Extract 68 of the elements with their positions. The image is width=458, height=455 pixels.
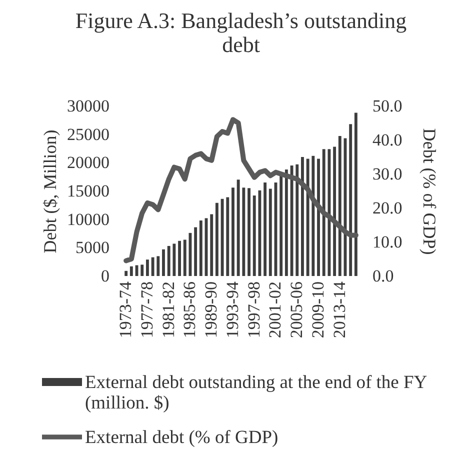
x-tick-label: 1981-82 bbox=[158, 282, 178, 338]
bar bbox=[322, 149, 326, 276]
bar bbox=[242, 188, 246, 276]
x-tick-label: 2009-10 bbox=[308, 282, 328, 338]
bar bbox=[252, 196, 256, 276]
y2-tick-label: 0.0 bbox=[372, 266, 394, 286]
x-tick-label: 2013-14 bbox=[330, 281, 349, 338]
bar bbox=[188, 232, 192, 276]
bar bbox=[349, 124, 352, 276]
bar bbox=[124, 270, 128, 276]
bar bbox=[317, 158, 320, 276]
x-tick-label: 2005-06 bbox=[287, 282, 306, 338]
y-tick-label: 5000 bbox=[76, 238, 110, 258]
y2-tick-label: 20.0 bbox=[372, 198, 402, 218]
y-tick-label: 15000 bbox=[67, 182, 110, 200]
x-tick-label: 1997-98 bbox=[244, 282, 264, 338]
bar bbox=[232, 188, 234, 276]
bar bbox=[290, 166, 294, 276]
bar bbox=[328, 149, 331, 276]
bar bbox=[162, 249, 165, 276]
y-tick-label: 20000 bbox=[67, 153, 110, 172]
bar bbox=[151, 257, 154, 276]
y-tick-label: 10000 bbox=[67, 210, 110, 229]
bar bbox=[306, 158, 310, 276]
x-tick-label: 1977-78 bbox=[137, 282, 156, 338]
x-tick-label: 1989-90 bbox=[202, 282, 221, 338]
bar bbox=[194, 227, 198, 276]
bar bbox=[156, 256, 160, 276]
bar bbox=[284, 169, 288, 276]
chart-title: Figure A.3: Bangladesh’s outstanding debt bbox=[75, 8, 407, 57]
bar bbox=[167, 246, 170, 276]
legend-label: External debt outstanding at the end of the FY (million. $) bbox=[85, 373, 428, 414]
bar bbox=[220, 198, 224, 276]
y2-tick-label: 10.0 bbox=[372, 232, 402, 252]
bar bbox=[226, 197, 230, 276]
bar bbox=[146, 260, 149, 276]
y-axis-title: Debt ($, Million) bbox=[40, 130, 60, 254]
bar bbox=[183, 240, 186, 276]
y2-axis-title: Debt (% of GDP) bbox=[419, 128, 440, 255]
x-tick-label: 1985-86 bbox=[180, 282, 200, 338]
bar bbox=[301, 157, 304, 276]
x-tick-label: 1993-94 bbox=[222, 281, 242, 338]
bar bbox=[236, 180, 240, 276]
y2-tick-label: 50.0 bbox=[372, 96, 402, 116]
y-tick-label: 25000 bbox=[67, 124, 110, 144]
bar bbox=[312, 156, 315, 276]
bar bbox=[130, 266, 133, 276]
bar bbox=[178, 240, 181, 276]
bar bbox=[333, 146, 336, 276]
x-tick-label: 2001-02 bbox=[266, 282, 285, 338]
bar bbox=[264, 182, 267, 276]
y-tick-label: 0 bbox=[101, 266, 110, 286]
bar bbox=[354, 112, 358, 276]
y2-tick-label: 30.0 bbox=[372, 164, 402, 184]
bar bbox=[215, 202, 218, 276]
x-tick-label: 1973-74 bbox=[116, 281, 136, 338]
bar bbox=[140, 264, 144, 276]
bar bbox=[199, 220, 202, 276]
bar bbox=[248, 188, 250, 276]
bar bbox=[258, 190, 262, 276]
bar bbox=[338, 136, 342, 276]
bar bbox=[268, 188, 272, 276]
y2-tick-label: 40.0 bbox=[372, 130, 402, 150]
bar bbox=[210, 214, 214, 276]
y-tick-label: 30000 bbox=[67, 96, 110, 116]
bar bbox=[296, 164, 299, 276]
legend-label: External debt (% of GDP) bbox=[85, 428, 278, 448]
bar bbox=[172, 244, 176, 276]
